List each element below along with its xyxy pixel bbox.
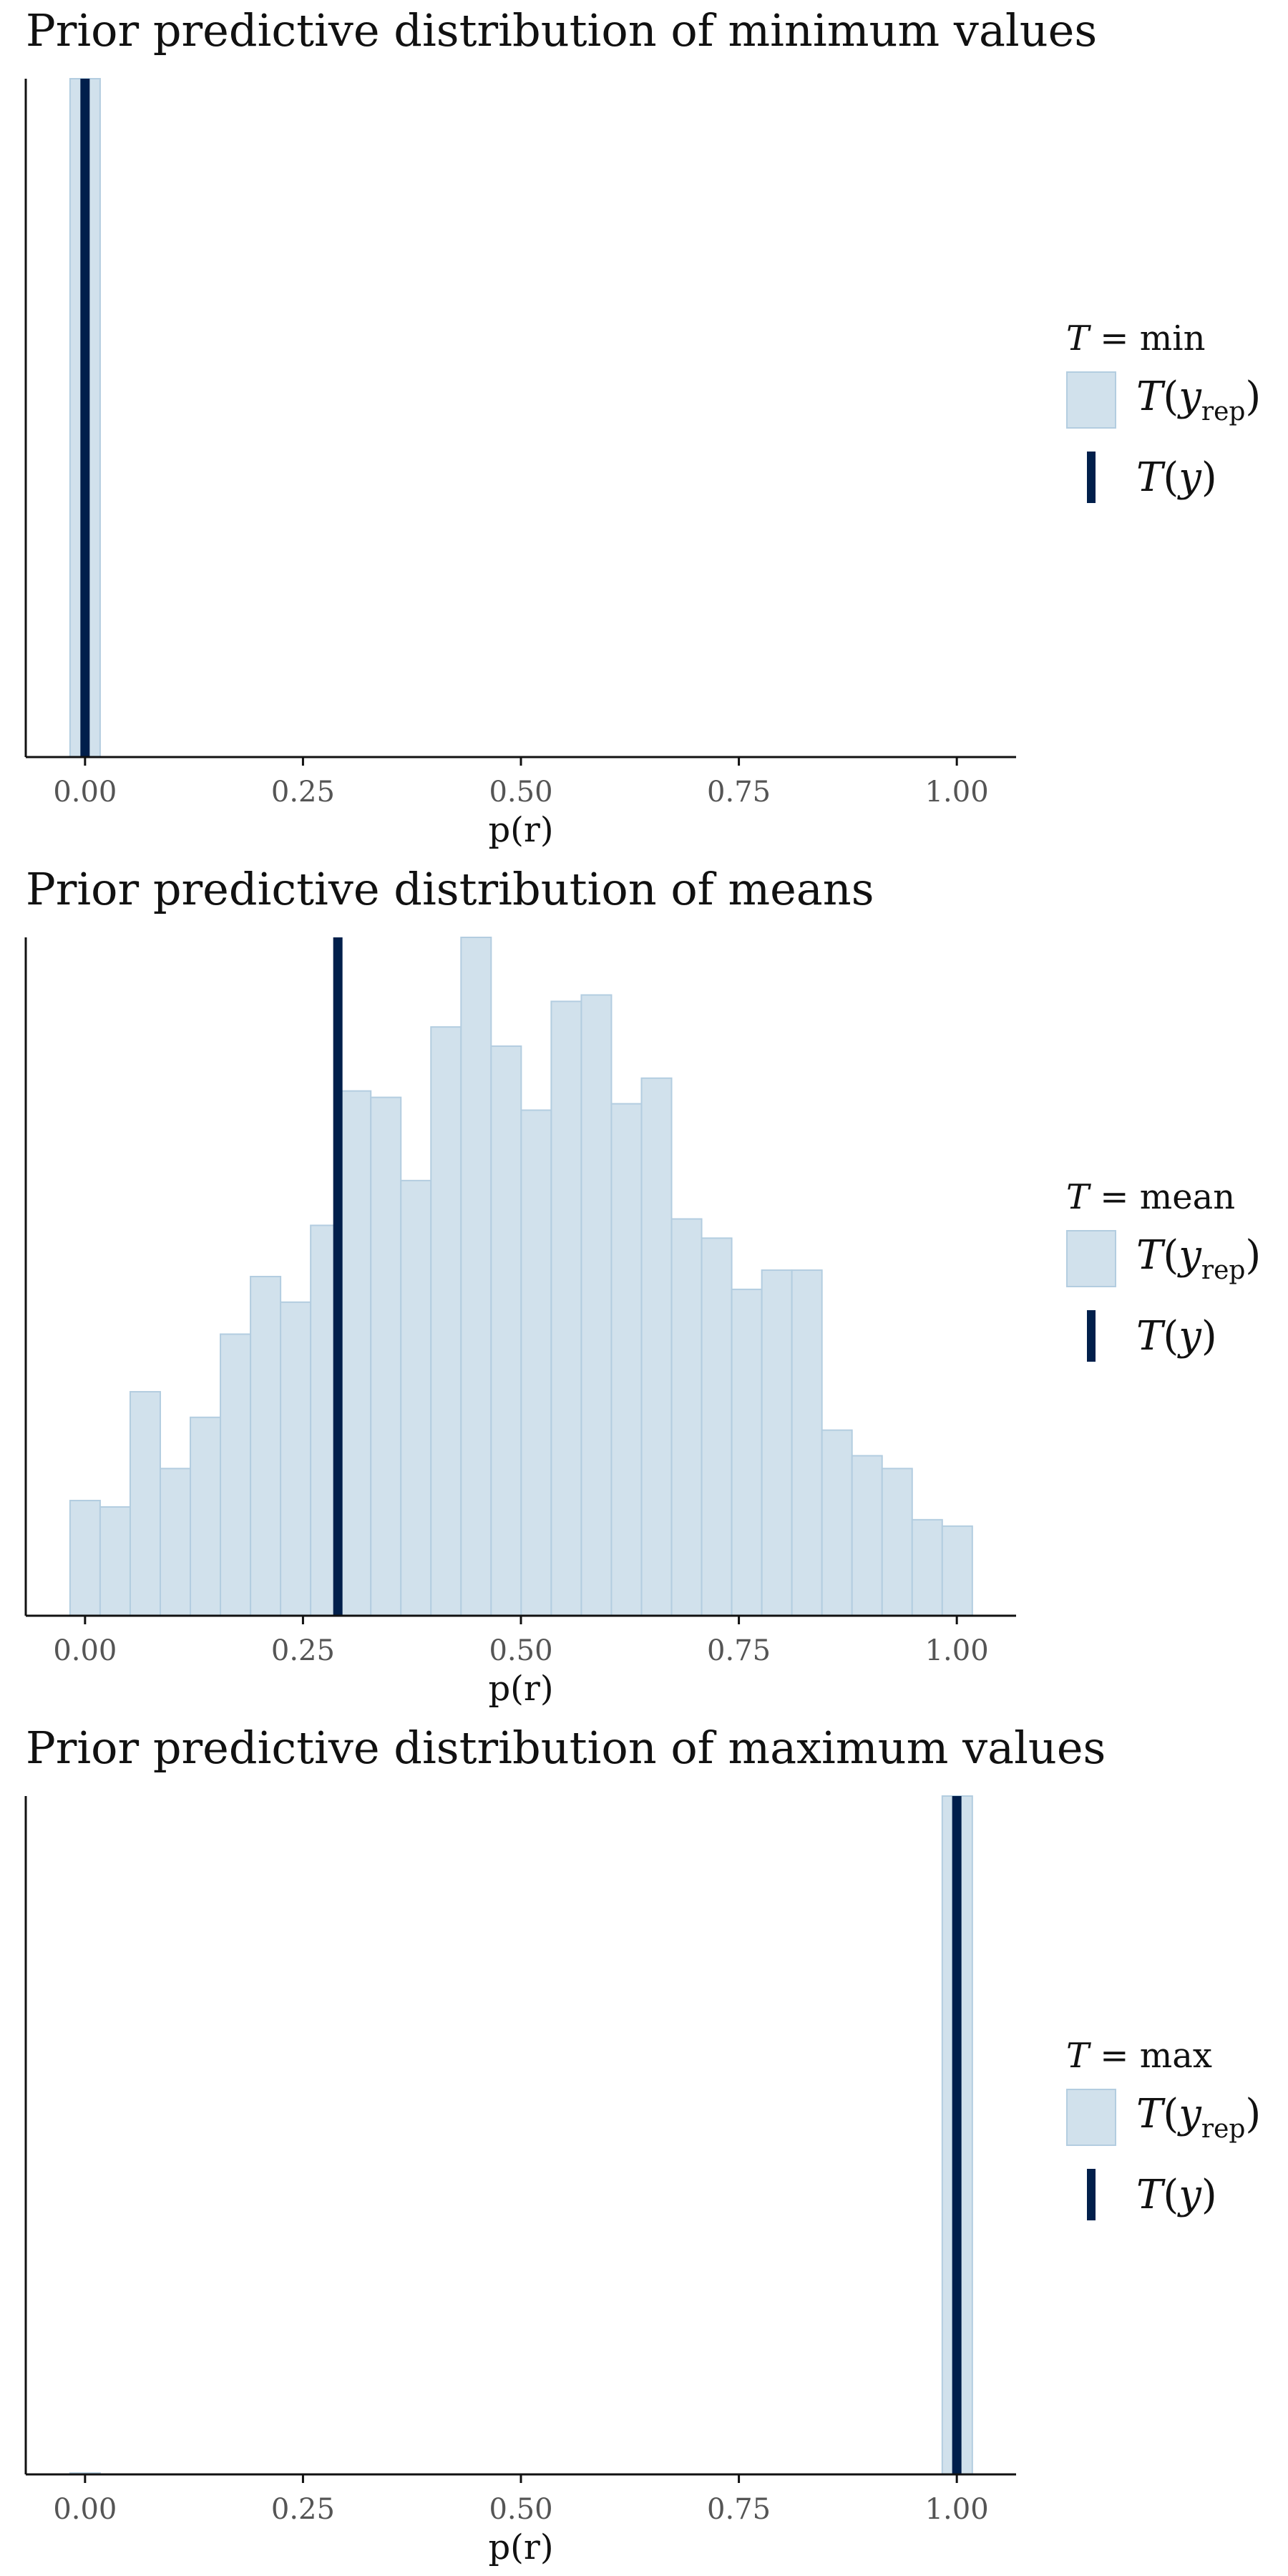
histogram-bar (460, 937, 492, 1616)
x-tick-label: 0.00 (53, 776, 117, 809)
histogram-bar (370, 1096, 402, 1616)
legend-label-rep: T(yrep) (1136, 374, 1262, 426)
x-axis-label: p(r) (488, 810, 553, 850)
x-tick-label: 1.00 (925, 776, 989, 809)
histogram-bar (761, 1269, 793, 1616)
legend: T = max T(yrep) T(y) (1066, 2036, 1281, 2230)
legend-item-obs: T(y) (1066, 2159, 1281, 2230)
x-tick-label: 0.00 (53, 2493, 117, 2526)
histogram-bar (610, 1103, 643, 1616)
panel-max: Prior predictive distribution of maximum… (0, 1717, 1288, 2576)
legend-label-obs: T(y) (1136, 1312, 1217, 1360)
histogram-bar (731, 1288, 763, 1616)
histogram-bar (190, 1416, 222, 1616)
legend-item-rep: T(yrep) (1066, 1223, 1281, 1294)
histogram-bar (220, 1333, 252, 1616)
legend-title: T = min (1066, 318, 1206, 358)
legend-swatch-rep (1066, 1230, 1116, 1287)
x-tick-label: 0.75 (707, 1634, 771, 1667)
histogram-min: 0.00 0.25 0.50 0.75 1.00 p(r) (24, 78, 1016, 850)
x-tick-label: 0.50 (489, 776, 552, 809)
histogram-max: 0.00 0.25 0.50 0.75 1.00 p(r) (24, 1795, 1016, 2567)
panel-min: Prior predictive distribution of minimum… (0, 0, 1288, 859)
x-tick-label: 0.75 (707, 2493, 771, 2526)
legend: T = min T(yrep) T(y) (1066, 318, 1281, 513)
x-tick-label: 0.75 (707, 776, 771, 809)
panel-title: Prior predictive distribution of means (26, 863, 874, 915)
histogram-bar (280, 1301, 312, 1616)
x-tick-label: 0.25 (271, 776, 335, 809)
x-tick-label: 1.00 (925, 2493, 989, 2526)
histogram-bar (670, 1218, 703, 1616)
histogram-bar (430, 1026, 462, 1617)
histogram-bar (69, 1500, 101, 1616)
panel-mean: Prior predictive distribution of means 0… (0, 859, 1288, 1717)
histogram-bar (640, 1077, 673, 1617)
legend-item-obs: T(y) (1066, 1300, 1281, 1372)
legend-swatch-obs (1087, 452, 1096, 503)
x-tick-label: 1.00 (925, 1634, 989, 1667)
histogram-bar (821, 1429, 853, 1616)
x-axis-label: p(r) (488, 2527, 553, 2567)
histogram-bar (550, 1000, 582, 1616)
histogram-bar (400, 1179, 432, 1616)
histogram-bar (791, 1269, 823, 1616)
histogram-bar (881, 1468, 913, 1616)
histogram-bar (159, 1468, 192, 1616)
legend-item-rep: T(yrep) (1066, 2082, 1281, 2153)
x-tick-label: 0.50 (489, 1634, 552, 1667)
histogram-bar (520, 1109, 552, 1617)
histogram-bar (340, 1090, 372, 1617)
legend: T = mean T(yrep) T(y) (1066, 1177, 1281, 1372)
legend-item-obs: T(y) (1066, 441, 1281, 513)
histogram-bar (911, 1518, 943, 1616)
legend-item-rep: T(yrep) (1066, 364, 1281, 436)
legend-label-rep: T(yrep) (1136, 2091, 1262, 2144)
panel-title: Prior predictive distribution of minimum… (26, 4, 1098, 57)
legend-swatch-obs (1087, 1310, 1096, 1362)
legend-swatch-rep (1066, 2089, 1116, 2146)
histogram-bar (129, 1390, 161, 1616)
histogram-bar (99, 1506, 131, 1617)
x-tick-label: 0.00 (53, 1634, 117, 1667)
legend-swatch-rep (1066, 371, 1116, 429)
histogram-mean: 0.00 0.25 0.50 0.75 1.00 p(r) (24, 937, 1016, 1709)
legend-label-obs: T(y) (1136, 2171, 1217, 2218)
histogram-bar (701, 1237, 733, 1616)
legend-label-rep: T(yrep) (1136, 1232, 1262, 1285)
x-tick-label: 0.25 (271, 2493, 335, 2526)
histogram-bar (580, 994, 613, 1617)
x-tick-label: 0.50 (489, 2493, 552, 2526)
legend-label-obs: T(y) (1136, 454, 1217, 501)
legend-swatch-obs (1087, 2169, 1096, 2220)
histogram-bar (851, 1455, 883, 1616)
legend-title: T = mean (1066, 1177, 1236, 1217)
x-tick-label: 0.25 (271, 1634, 335, 1667)
histogram-bar (490, 1045, 522, 1617)
legend-title: T = max (1066, 2036, 1212, 2076)
x-axis-label: p(r) (488, 1669, 553, 1709)
panel-title: Prior predictive distribution of maximum… (26, 1722, 1106, 1774)
histogram-bar (250, 1276, 282, 1616)
histogram-bar (941, 1525, 973, 1617)
